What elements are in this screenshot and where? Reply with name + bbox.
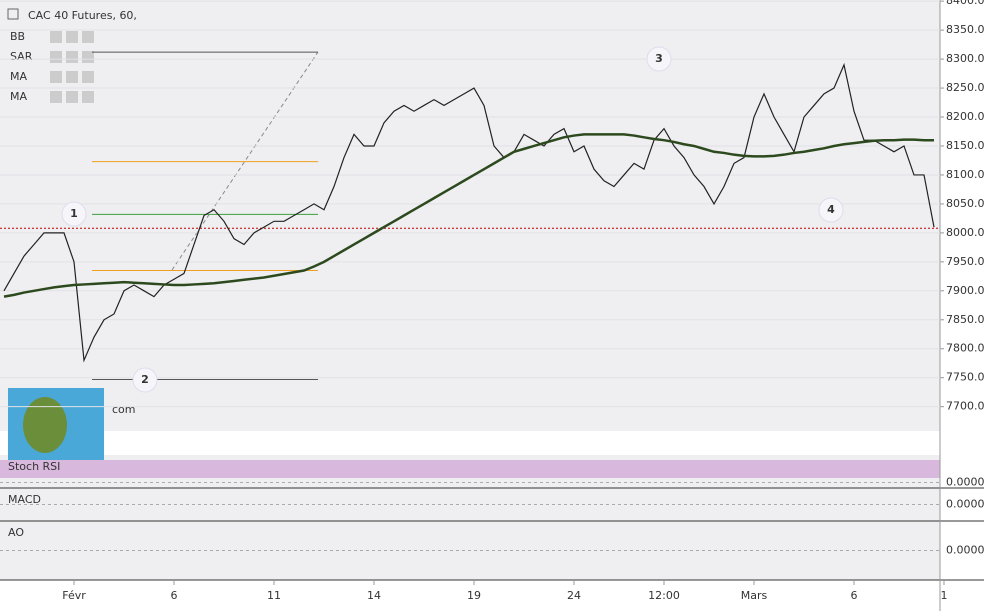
watermark: com	[112, 403, 136, 416]
indicator-label: SAR	[10, 50, 33, 63]
annotation: 2	[141, 373, 149, 386]
indicator-label: MA	[10, 90, 27, 103]
indicator-label: MA	[10, 70, 27, 83]
settings-icon[interactable]	[50, 31, 62, 43]
logo-mascot	[23, 397, 67, 453]
y-tick-label: 8000.0	[946, 226, 984, 239]
y-tick-label: 7950.0	[946, 255, 984, 268]
y-tick-label: 0.0000	[946, 498, 984, 511]
indicator-label: BB	[10, 30, 25, 43]
panel-label: AO	[8, 526, 24, 539]
y-tick-label: 8300.0	[946, 52, 984, 65]
settings-icon[interactable]	[66, 91, 78, 103]
annotation: 4	[827, 203, 835, 216]
annotation-bubble	[61, 201, 87, 227]
y-tick-label: 7900.0	[946, 284, 984, 297]
y-tick-label: 8100.0	[946, 168, 984, 181]
annotation-bubble	[132, 367, 158, 393]
price-panel	[0, 0, 940, 431]
settings-icon[interactable]	[66, 31, 78, 43]
y-tick-label: 8350.0	[946, 23, 984, 36]
y-tick-label: 8400.0	[946, 0, 984, 7]
y-tick-label: 7700.0	[946, 400, 984, 413]
y-tick-label: 7800.0	[946, 342, 984, 355]
x-tick-label: 11	[267, 589, 281, 602]
settings-icon[interactable]	[50, 91, 62, 103]
x-tick-label: Févr	[62, 589, 86, 602]
y-tick-label: 8050.0	[946, 197, 984, 210]
x-tick-label: 1	[941, 589, 948, 602]
settings-icon[interactable]	[66, 71, 78, 83]
x-tick-label: 24	[567, 589, 581, 602]
annotation: 3	[655, 52, 663, 65]
y-tick-label: 7750.0	[946, 371, 984, 384]
y-tick-label: 8200.0	[946, 110, 984, 123]
close-icon[interactable]	[82, 31, 94, 43]
settings-icon[interactable]	[50, 51, 62, 63]
close-icon[interactable]	[82, 51, 94, 63]
price-line	[3, 62, 935, 363]
y-tick-label: 8150.0	[946, 139, 984, 152]
panel-label: MACD	[8, 493, 41, 506]
y-tick-label: 0.0000	[946, 544, 984, 557]
x-tick-label: Mars	[741, 589, 768, 602]
x-tick-label: 14	[367, 589, 381, 602]
y-tick-label: 8250.0	[946, 81, 984, 94]
price-line	[3, 133, 934, 298]
panel-label: Stoch RSI	[8, 460, 60, 473]
annotation-bubble	[646, 46, 672, 72]
x-tick-label: 19	[467, 589, 481, 602]
settings-icon[interactable]	[50, 71, 62, 83]
annotation: 1	[70, 207, 78, 220]
x-tick-label: 6	[171, 589, 178, 602]
collapse-icon[interactable]	[7, 8, 19, 20]
close-icon[interactable]	[82, 91, 94, 103]
annotation-bubble	[818, 197, 844, 223]
close-icon[interactable]	[82, 71, 94, 83]
x-tick-label: 12:00	[648, 589, 680, 602]
stoch-band	[0, 460, 940, 478]
settings-icon[interactable]	[66, 51, 78, 63]
y-tick-label: 0.0000	[946, 476, 984, 489]
x-tick-label: 6	[851, 589, 858, 602]
y-tick-label: 7850.0	[946, 313, 984, 326]
chart-title: CAC 40 Futures, 60,	[28, 9, 137, 22]
